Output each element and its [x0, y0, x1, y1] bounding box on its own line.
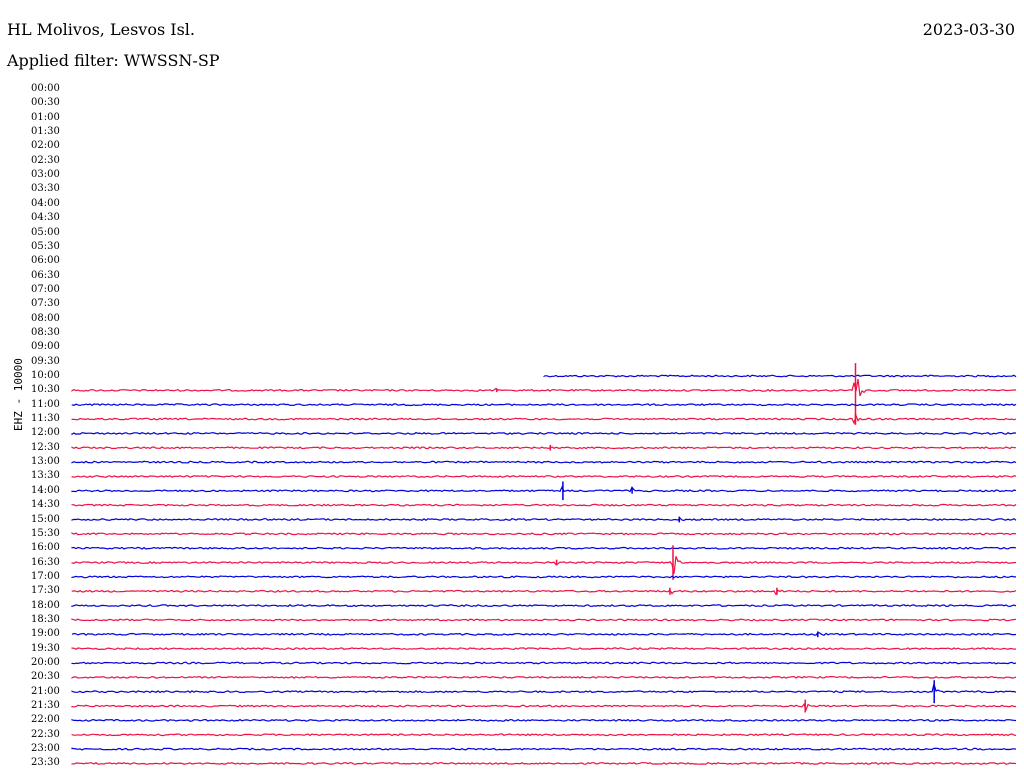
time-tick-label: 10:00 [31, 370, 60, 381]
trace-1930 [71, 647, 1017, 651]
trace-1530 [71, 532, 1017, 536]
time-tick-label: 21:30 [31, 700, 60, 712]
trace-1800 [71, 604, 1017, 608]
time-tick-label: 09:30 [31, 355, 60, 367]
time-tick-label: 13:30 [31, 470, 60, 482]
time-tick-label: 22:00 [31, 714, 60, 726]
trace-1600 [71, 546, 1017, 550]
trace-1230 [71, 446, 1016, 450]
trace-1200 [71, 431, 1017, 436]
trace-2000 [71, 661, 1017, 665]
time-tick-label: 00:30 [31, 97, 60, 109]
time-tick-label: 07:00 [31, 283, 60, 295]
trace-1830 [71, 618, 1017, 622]
time-tick-label: 12:00 [31, 427, 60, 439]
trace-2330 [71, 761, 1017, 765]
time-tick-label: 06:30 [31, 269, 60, 281]
time-tick-label: 11:30 [31, 413, 60, 425]
time-tick-label: 19:30 [31, 642, 60, 654]
time-tick-label: 08:30 [31, 326, 60, 338]
trace-1300 [71, 460, 1017, 464]
time-tick-label: 03:30 [31, 183, 60, 195]
trace-2100 [71, 681, 1017, 694]
time-tick-label: 07:30 [31, 298, 60, 310]
time-tick-label: 05:30 [31, 240, 60, 252]
filter-label: Applied filter: WWSSN-SP [7, 51, 220, 70]
time-tick-label: 15:30 [31, 527, 60, 539]
time-tick-label: 18:30 [31, 613, 60, 625]
time-tick-label: 01:30 [31, 126, 60, 138]
time-tick-label: 01:00 [31, 111, 60, 123]
time-tick-label: 03:00 [31, 169, 60, 181]
time-tick-label: 16:30 [31, 556, 60, 568]
time-tick-label: 22:30 [31, 728, 60, 740]
date-label: 2023-03-30 [922, 20, 1015, 39]
trace-1400 [71, 485, 1017, 493]
trace-1730 [71, 589, 1017, 596]
time-tick-label: 02:30 [31, 154, 60, 166]
time-tick-label: 14:30 [31, 499, 60, 511]
trace-2030 [71, 675, 1017, 679]
trace-1700 [71, 575, 1016, 579]
trace-2200 [71, 718, 1017, 722]
time-tick-label: 09:00 [31, 341, 60, 353]
trace-1900 [71, 631, 1017, 636]
time-tick-label: 21:00 [31, 685, 60, 697]
time-tick-label: 23:00 [31, 743, 60, 755]
trace-1430 [71, 503, 1017, 507]
time-tick-label: 04:00 [31, 197, 60, 209]
time-tick-label: 17:30 [31, 585, 60, 597]
time-tick-label: 20:00 [31, 657, 60, 668]
time-tick-label: 23:30 [31, 757, 60, 769]
time-tick-label: 06:00 [31, 255, 60, 267]
time-tick-label: 16:00 [31, 542, 60, 554]
time-tick-label: 12:30 [31, 441, 60, 453]
time-tick-label: 18:00 [31, 599, 60, 611]
time-tick-label: 08:00 [31, 312, 60, 324]
trace-1000 [543, 374, 1017, 378]
trace-2230 [71, 733, 1017, 737]
time-tick-label: 11:00 [31, 398, 60, 410]
time-tick-label: 05:00 [31, 226, 60, 238]
time-tick-label: 19:00 [31, 628, 60, 640]
time-tick-label: 00:00 [31, 83, 60, 94]
trace-2300 [71, 747, 1017, 751]
trace-2130 [71, 703, 1017, 712]
trace-1100 [71, 403, 1017, 407]
time-tick-label: 14:00 [31, 484, 60, 496]
trace-1030 [71, 379, 1016, 397]
time-tick-label: 20:30 [31, 671, 60, 683]
trace-1130 [71, 413, 1017, 425]
trace-1330 [71, 474, 1017, 478]
time-tick-label: 10:30 [31, 384, 60, 396]
time-tick-label: 02:00 [31, 140, 60, 152]
time-tick-label: 04:30 [31, 212, 60, 224]
time-axis-labels: 00:00 00:30 01:00 01:30 02:00 02:30 03:00 03:30… [0, 0, 70, 780]
time-tick-label: 13:00 [31, 456, 60, 468]
trace-1630 [71, 556, 1017, 574]
time-tick-label: 17:00 [31, 570, 60, 582]
time-tick-label: 15:00 [31, 513, 60, 525]
station-title: HL Molivos, Lesvos Isl. [7, 20, 195, 39]
trace-1500 [71, 517, 1017, 522]
